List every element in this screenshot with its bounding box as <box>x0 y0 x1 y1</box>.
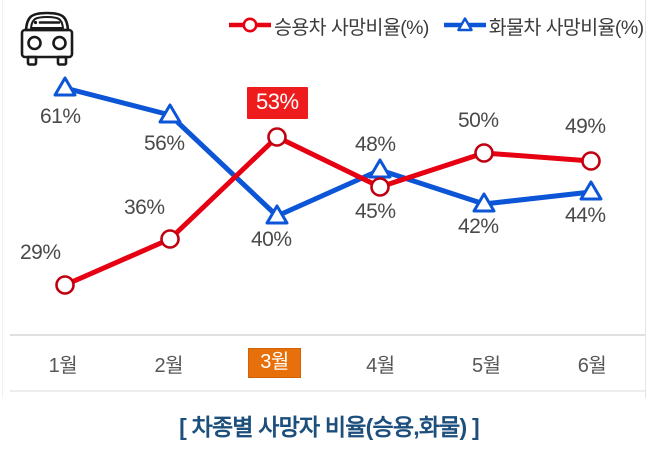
frame-left-border <box>2 0 3 398</box>
x-axis-tick-3-highlighted[interactable]: 3월 <box>222 348 328 378</box>
data-label-truck-2: 56% <box>144 132 185 155</box>
car-front-icon <box>14 8 80 68</box>
data-label-car-2: 36% <box>124 196 165 219</box>
frame-right-border <box>645 0 646 398</box>
x-axis-labels: 1월 2월 3월 4월 5월 6월 <box>10 334 645 392</box>
legend-label-truck: 화물차 사망비율(%) <box>488 16 644 39</box>
legend-item-car[interactable]: 승용차 사망비율(%) <box>228 11 429 40</box>
x-axis-tick-6[interactable]: 6월 <box>577 354 607 377</box>
chart-caption: [ 차종별 사망자 비율(승용,화물) ] <box>179 414 480 440</box>
legend-label-car: 승용차 사망비율(%) <box>274 16 429 39</box>
series-markers-truck <box>53 76 603 225</box>
data-label-car-5: 50% <box>458 109 499 132</box>
x-axis-tick-4[interactable]: 4월 <box>366 354 395 377</box>
series-line-car <box>62 134 594 288</box>
x-axis-tick-1[interactable]: 1월 <box>48 354 78 377</box>
series-line-truck <box>62 85 594 219</box>
data-label-car-6: 49% <box>565 115 606 138</box>
data-label-car-3-highlighted: 53% <box>247 87 308 119</box>
data-label-car-4: 45% <box>355 200 396 223</box>
series-markers-car <box>55 127 601 295</box>
data-label-truck-5: 42% <box>458 215 499 238</box>
x-axis-tick-3-chip: 3월 <box>248 348 301 378</box>
x-axis-tick-2[interactable]: 2월 <box>154 354 183 377</box>
legend-marker-triangle-icon <box>443 15 487 35</box>
line-chart-svg <box>53 76 603 295</box>
data-label-truck-6: 44% <box>565 204 606 227</box>
data-label-truck-1: 61% <box>40 105 81 128</box>
legend-item-truck[interactable]: 화물차 사망비율(%) <box>443 11 644 40</box>
data-label-truck-4: 48% <box>355 133 396 156</box>
data-label-truck-3: 40% <box>251 228 292 251</box>
plot-area: 61% 56% 40% 48% 42% 44% 29% 36% 53% 45% … <box>0 60 658 332</box>
x-axis-band <box>10 334 645 392</box>
x-axis-tick-5[interactable]: 5월 <box>471 354 501 377</box>
chart-header: 승용차 사망비율(%) 화물차 사망비율(%) <box>0 0 658 76</box>
chart-legend: 승용차 사망비율(%) 화물차 사망비율(%) <box>228 10 644 40</box>
legend-marker-circle-icon <box>228 15 272 35</box>
data-label-car-1: 29% <box>20 241 61 264</box>
